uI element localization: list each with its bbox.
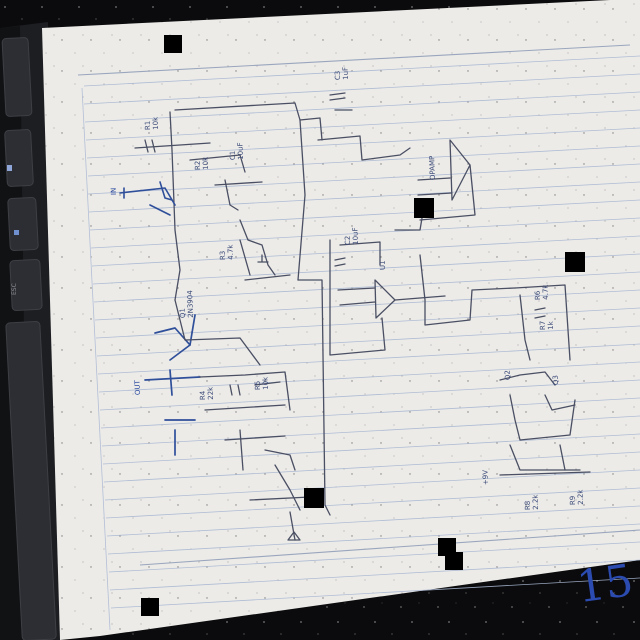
laptop-edge: ESC: [0, 22, 60, 640]
laptop-key: [7, 197, 39, 251]
page-number-group: 15: [574, 555, 637, 613]
margin-line: [81, 87, 111, 631]
key-label: ESC: [11, 283, 18, 295]
component-label: R34.7k: [218, 244, 235, 261]
component-label: R92.2k: [568, 489, 585, 506]
component-label: Q3: [552, 375, 560, 385]
occlusion-square: [414, 198, 434, 218]
component-label: C110uF: [228, 142, 245, 160]
footer-line: [139, 529, 640, 566]
component-label: Q2: [504, 370, 512, 380]
occlusion-square: [304, 488, 324, 508]
component-label: R422k: [199, 386, 215, 400]
component-label: C210uF: [343, 227, 360, 245]
component-label: C31uF: [334, 67, 350, 80]
occlusion-square: [164, 35, 182, 53]
key-indicator: [7, 165, 12, 171]
page-number: 15: [574, 555, 637, 613]
component-label: R64.7k: [533, 284, 550, 301]
laptop-key: [1, 37, 33, 117]
component-label: OUT: [133, 379, 142, 395]
component-label: OPAMP: [428, 156, 437, 181]
laptop-key: [9, 258, 43, 312]
ruled-lines: [83, 55, 640, 609]
occlusion-square: [438, 538, 456, 556]
header-line: [77, 44, 631, 76]
component-label: R210k: [194, 156, 210, 170]
occlusion-square: [141, 598, 159, 616]
notebook-page: [42, 0, 640, 640]
circuit-schematic: [119, 92, 591, 541]
label-group: R110k: [144, 116, 160, 130]
occlusion-square: [565, 252, 585, 272]
component-label: R71k: [539, 320, 555, 330]
component-label: R110k: [144, 116, 160, 130]
key-indicator: [14, 230, 19, 235]
component-label: +9V: [481, 470, 490, 486]
component-label: Q12N3904: [178, 290, 195, 319]
component-label: IN: [110, 188, 118, 196]
component-label: R82.2k: [523, 494, 540, 511]
laptop-key: [4, 129, 34, 187]
component-label: R510k: [254, 376, 270, 390]
component-label: U1: [379, 260, 387, 270]
occlusion-square: [445, 552, 463, 570]
occlusion-squares: [141, 35, 585, 616]
